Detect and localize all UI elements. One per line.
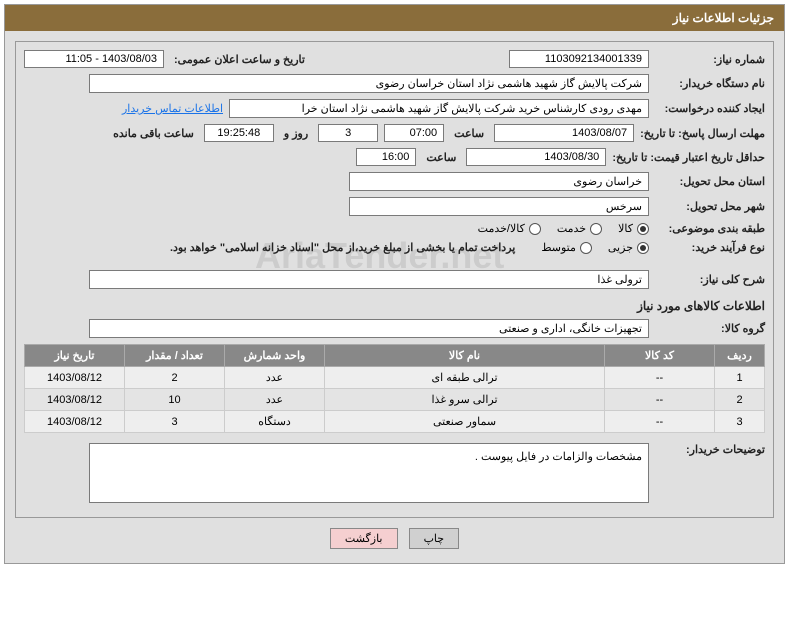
days-remaining: 3: [318, 124, 378, 142]
radio-both[interactable]: [529, 223, 541, 235]
th-row: ردیف: [715, 345, 765, 367]
table-row: 1--ترالی طبقه ایعدد21403/08/12: [25, 367, 765, 389]
table-row: 3--سماور صنعتیدستگاه31403/08/12: [25, 411, 765, 433]
countdown-time: 19:25:48: [204, 124, 274, 142]
process-radio-group: جزیی متوسط: [541, 241, 649, 254]
deadline-date: 1403/08/07: [494, 124, 634, 142]
delivery-city-label: شهر محل تحویل:: [655, 200, 765, 213]
summary-value: ترولی غذا: [89, 270, 649, 289]
category-radio-group: کالا خدمت کالا/خدمت: [478, 222, 649, 235]
table-cell: عدد: [225, 389, 325, 411]
table-cell: 2: [125, 367, 225, 389]
delivery-city-value: سرخس: [349, 197, 649, 216]
announce-value: 1403/08/03 - 11:05: [24, 50, 164, 68]
table-cell: ترالی سرو غذا: [325, 389, 605, 411]
notes-label: توضیحات خریدار:: [655, 443, 765, 456]
creator-value: مهدی رودی کارشناس خرید شرکت پالایش گاز ش…: [229, 99, 649, 118]
radio-mid[interactable]: [580, 242, 592, 254]
category-label: طبقه بندی موضوعی:: [655, 222, 765, 235]
buyer-value: شرکت پالایش گاز شهید هاشمی نژاد استان خر…: [89, 74, 649, 93]
req-no-value: 1103092134001339: [509, 50, 649, 68]
table-cell: 2: [715, 389, 765, 411]
group-label: گروه کالا:: [655, 322, 765, 335]
validity-time-label: ساعت: [426, 151, 456, 164]
days-label: روز و: [284, 127, 308, 140]
delivery-prov-value: خراسان رضوی: [349, 172, 649, 191]
validity-date: 1403/08/30: [466, 148, 606, 166]
table-cell: 3: [715, 411, 765, 433]
page-title: جزئیات اطلاعات نیاز: [5, 5, 784, 31]
th-date: تاریخ نیاز: [25, 345, 125, 367]
buyer-label: نام دستگاه خریدار:: [655, 77, 765, 90]
table-cell: ترالی طبقه ای: [325, 367, 605, 389]
table-cell: 1: [715, 367, 765, 389]
table-cell: سماور صنعتی: [325, 411, 605, 433]
table-cell: --: [605, 367, 715, 389]
summary-label: شرح کلی نیاز:: [655, 273, 765, 286]
radio-minor-label: جزیی: [608, 241, 633, 254]
th-code: کد کالا: [605, 345, 715, 367]
payment-note: پرداخت تمام یا بخشی از مبلغ خرید،از محل …: [170, 241, 515, 254]
group-value: تجهیزات خانگی، اداری و صنعتی: [89, 319, 649, 338]
radio-mid-label: متوسط: [541, 241, 576, 254]
table-cell: دستگاه: [225, 411, 325, 433]
remain-label: ساعت باقی مانده: [113, 127, 194, 140]
process-label: نوع فرآیند خرید:: [655, 241, 765, 254]
goods-info-title: اطلاعات کالاهای مورد نیاز: [24, 299, 765, 313]
validity-label: حداقل تاریخ اعتبار قیمت: تا تاریخ:: [612, 151, 765, 164]
deadline-label: مهلت ارسال پاسخ: تا تاریخ:: [640, 127, 765, 140]
radio-goods[interactable]: [637, 223, 649, 235]
table-cell: --: [605, 411, 715, 433]
table-cell: 1403/08/12: [25, 389, 125, 411]
back-button[interactable]: بازگشت: [330, 528, 398, 549]
table-cell: 1403/08/12: [25, 367, 125, 389]
deadline-time-label: ساعت: [454, 127, 484, 140]
creator-label: ایجاد کننده درخواست:: [655, 102, 765, 115]
announce-label: تاریخ و ساعت اعلان عمومی:: [174, 53, 305, 66]
table-cell: 3: [125, 411, 225, 433]
validity-time: 16:00: [356, 148, 416, 166]
radio-goods-label: کالا: [618, 222, 633, 235]
req-no-label: شماره نیاز:: [655, 53, 765, 66]
table-cell: --: [605, 389, 715, 411]
radio-service[interactable]: [590, 223, 602, 235]
table-cell: 10: [125, 389, 225, 411]
notes-value: مشخصات والزامات در فایل پیوست .: [89, 443, 649, 503]
th-name: نام کالا: [325, 345, 605, 367]
th-qty: تعداد / مقدار: [125, 345, 225, 367]
table-cell: عدد: [225, 367, 325, 389]
goods-table: ردیف کد کالا نام کالا واحد شمارش تعداد /…: [24, 344, 765, 433]
th-unit: واحد شمارش: [225, 345, 325, 367]
contact-link[interactable]: اطلاعات تماس خریدار: [122, 102, 223, 115]
table-cell: 1403/08/12: [25, 411, 125, 433]
radio-minor[interactable]: [637, 242, 649, 254]
print-button[interactable]: چاپ: [409, 528, 460, 549]
deadline-time: 07:00: [384, 124, 444, 142]
delivery-prov-label: استان محل تحویل:: [655, 175, 765, 188]
table-row: 2--ترالی سرو غذاعدد101403/08/12: [25, 389, 765, 411]
radio-service-label: خدمت: [557, 222, 586, 235]
radio-both-label: کالا/خدمت: [478, 222, 525, 235]
